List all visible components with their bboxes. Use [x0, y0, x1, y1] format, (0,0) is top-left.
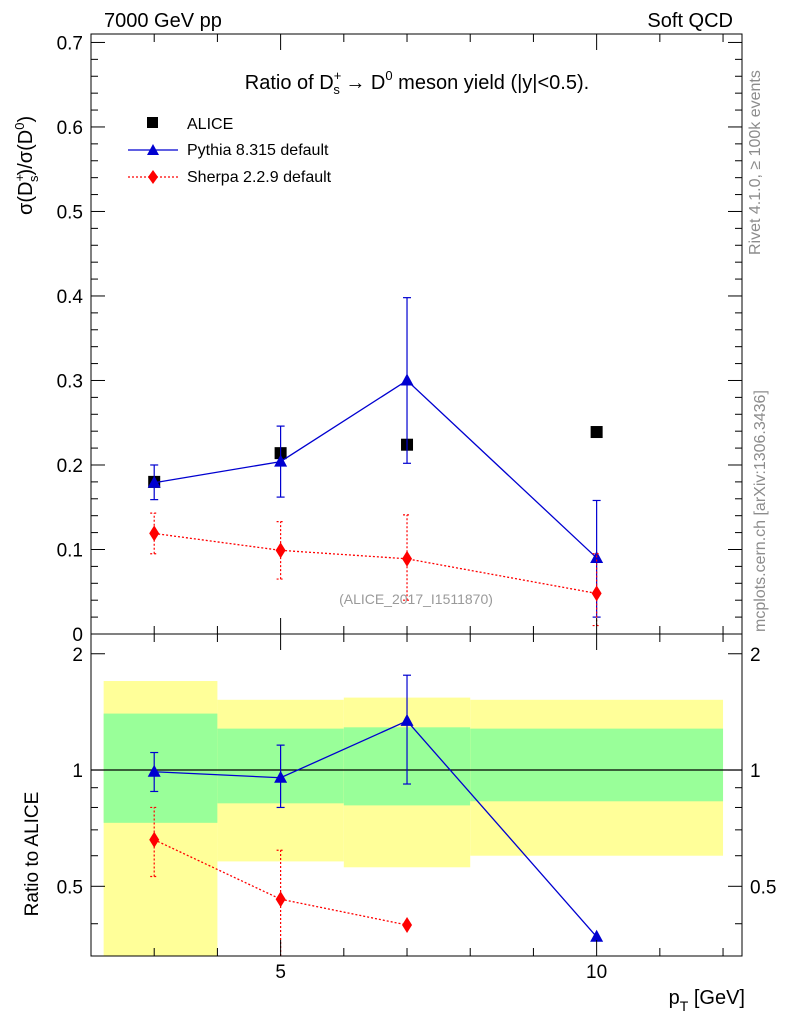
legend-marker-sherpa [148, 170, 158, 184]
main-sherpa-point-0 [149, 525, 160, 542]
x-axis-label: pT [GeV] [669, 987, 745, 1014]
legend-label-pythia: Pythia 8.315 default [187, 142, 329, 159]
mcplots-label: mcplots.cern.ch [arXiv:1306.3436] [752, 390, 769, 632]
legend-marker-alice [147, 117, 158, 128]
ratio-ytick-label-left-1: 1 [72, 761, 83, 782]
legend-marker-pythia [147, 144, 159, 155]
main-pythia-line [154, 379, 598, 559]
legend-label-alice: ALICE [187, 116, 233, 133]
main-sherpa-point-2 [402, 550, 413, 567]
main-pythia-point-2 [400, 373, 414, 386]
ratio-ytick-label-right-1: 1 [750, 761, 761, 782]
main-pythia-point-0 [147, 475, 161, 488]
ratio-plot-frame [90, 633, 743, 957]
main-plot-panel: 0 0.1 0.2 0.3 0.4 0.5 0.6 0.7 (ALICE_2017_I1511… [57, 33, 743, 646]
main-ytick-label-0: 0 [72, 625, 83, 646]
ratio-pythia-point-1 [274, 770, 288, 783]
ratio-ytick-label-left-0: 0.5 [57, 877, 83, 898]
ratio-sherpa-line [153, 839, 408, 926]
ratio-stat-band-0 [103, 713, 218, 823]
ratio-xtick-label-0: 5 [275, 962, 286, 983]
main-y-axis-label: σ(D+s)/σ(D0) [12, 116, 41, 215]
main-ytick-label-6: 0.6 [57, 118, 83, 139]
ratio-pythia-line [154, 720, 598, 938]
main-pythia-point-1 [274, 454, 288, 467]
ratio-sherpa-point-1 [275, 891, 286, 908]
main-sherpa-point-1 [275, 542, 286, 559]
ratio-xtick-label-1: 10 [586, 962, 607, 983]
main-ytick-label-2: 0.2 [57, 456, 83, 477]
ratio-y-axis-label: Ratio to ALICE [22, 792, 43, 917]
analysis-watermark: (ALICE_2017_I1511870) [339, 591, 493, 607]
ratio-stat-band-3 [470, 728, 724, 802]
legend: ALICE Pythia 8.315 default Sherpa 2.2.9 … [128, 116, 332, 186]
main-ytick-label-4: 0.4 [57, 287, 84, 308]
ratio-sherpa-point-0 [149, 831, 160, 848]
plot-title: Ratio of D+ s → D0 meson yield (|y|<0.5). [245, 68, 589, 97]
ratio-sherpa-point-2 [402, 916, 413, 933]
collision-label: 7000 GeV pp [104, 10, 222, 32]
ratio-plot-panel: 0.5 0.5 1 1 2 2 5 10 [57, 633, 776, 983]
rivet-version-label: Rivet 4.1.0, ≥ 100k events [747, 70, 764, 255]
ratio-ytick-label-left-2: 2 [72, 645, 83, 666]
main-sherpa-line [154, 532, 597, 595]
ratio-pythia-point-2 [400, 713, 414, 726]
main-sherpa-point-3 [591, 585, 602, 602]
legend-label-sherpa: Sherpa 2.2.9 default [187, 169, 332, 186]
ratio-pythia-point-3 [590, 929, 604, 942]
main-ytick-label-5: 0.5 [57, 202, 83, 223]
ratio-series-group [147, 674, 604, 956]
ratio-ytick-label-right-2: 2 [750, 645, 761, 666]
main-ytick-label-1: 0.1 [57, 540, 83, 561]
main-ytick-label-3: 0.3 [57, 371, 83, 392]
main-ytick-label-7: 0.7 [57, 33, 83, 54]
ratio-pythia-point-0 [147, 764, 161, 777]
category-label: Soft QCD [647, 10, 733, 32]
main-alice-point-3 [590, 426, 603, 439]
ratio-ytick-label-right-0: 0.5 [750, 877, 776, 898]
